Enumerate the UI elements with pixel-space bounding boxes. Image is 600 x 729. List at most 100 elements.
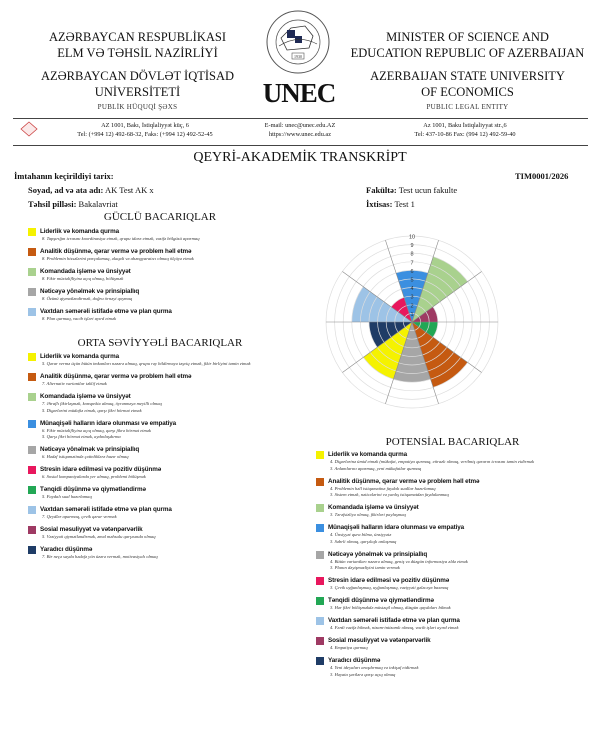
label: İmtahanın keçirildiyi tarix: [14,171,114,181]
ministry-name-az: AZƏRBAYCAN RESPUBLİKASI ELM VƏ TƏHSİL NA… [20,30,255,61]
skill-item: Analitik düşünmə, qərar vermə və problem… [28,373,318,388]
color-swatch [316,657,324,665]
tick-label: 1 [410,312,413,318]
skills-polar-chart: 1 2 3 4 5 6 7 8 9 10 [325,235,499,409]
contacts-az: AZ 1001, Bakı, İstiqlaliyyət küç, 6 Tel:… [55,121,235,139]
skill-title: Komandada işləmə və ünsiyyət [328,504,419,511]
contacts-web: E-mail: unec@unec.edu.AZ https://www.une… [240,121,360,139]
skill-title: Liderlik və komanda qurma [40,228,120,235]
email-link[interactable]: E-mail: unec@unec.edu.AZ [264,122,336,129]
university-name-en: AZERBAIJAN STATE UNIVERSITY OF ECONOMICS [345,69,590,100]
chart-sector [412,306,438,322]
skill-item: Sosial məsuliyyət və vətənpərvərlik 5. Və… [28,526,318,541]
color-swatch [28,466,36,474]
phone: Tel: (+994 12) 492-68-32, Faks: (+994 12… [77,131,213,138]
skill-description: 4. Yeni ideyaları araşdırmaq və inkişaf … [330,665,419,670]
skill-item: Vaxtdan səmərəli istifadə etmə və plan q… [28,506,318,521]
potential-skills-heading: POTENSİAL BACARIQLAR [385,436,520,448]
skill-description: 3. Səbrli olmaq, qarşılıqlı anlaşmaq [330,538,397,544]
skill-item: Liderlik və komanda qurma 4. Digərlərinə … [316,451,596,472]
skill-description: 8. Özünü qiymətləndirmək, doğru örnəyi q… [42,296,133,301]
sector-divider [385,240,413,323]
specialty: İxtisas: Test 1 [366,199,415,209]
skill-title: Stresin idarə edilməsi və pozitiv düşünm… [328,577,450,584]
document-title: QEYRİ-AKADEMİK TRANSKRİPT [193,150,407,165]
address: Az 1001, Baku İstiqlaliyyat str.,6 [423,122,507,129]
header-line: EDUCATION REPUBLIC OF AZERBAIJAN [350,45,585,60]
chart-sector [391,297,412,322]
label: Soyad, ad və ata adı: [28,185,104,195]
skill-description: 5. Digərlərini müdafiə etmək, qarşı fikr… [42,407,142,413]
chart-sector [393,322,431,383]
skill-title: Stresin idarə edilməsi və pozitiv düşünm… [40,466,162,473]
color-swatch [28,446,36,454]
divider [13,145,588,146]
skill-description: 6. Hədəf istiqamətində çətinliklərə hazı… [42,454,129,459]
header-line: OF ECONOMICS [421,84,514,99]
skill-description: 3. Planın dəyişməzliyini təmin vermək [330,565,400,570]
skill-title: Komandada işləmə və ünsiyyət [40,393,131,400]
skill-description: 4. Digərlərinə ümid etmək (mükafat, empa… [330,459,535,464]
faculty: Fakültə: Test ucun fakulte [366,185,457,195]
skill-item: Vaxtdan səmərəli istifadə etmə və plan q… [28,308,318,323]
skill-description: 8. Problemin hissələrini parçalamaq, əla… [42,256,194,261]
skill-title: Vaxtdan səmərəli istifadə etmə və plan q… [40,308,172,315]
skill-title: Nəticəyə yönəlmək və prinsipiallıq [40,446,140,453]
skill-description: 3. Anlamlarını aparmaq, yeni mükafatlar … [330,465,422,471]
skill-description: 4. Fərdi vəzifə bilmək, nizam-intizamlı … [330,625,459,630]
header-line: UNİVERSİTETİ [94,84,181,99]
skill-item: Komandada işləmə və ünsiyyət 8. Fikir müx… [28,268,318,283]
color-swatch [316,550,324,559]
skill-title: Sosial məsuliyyət və vətənpərvərlik [328,637,431,644]
skill-item: Nəticəyə yönəlmək və prinsipiallıq 4. Büt… [316,550,596,572]
color-swatch [28,288,36,296]
phone: Tel: 437-10-86 Fax: (994 12) 492-59-40 [414,131,516,138]
sector-divider [342,321,413,373]
skill-description: 6. Sosial kompaniyalarda yer almaq, prob… [42,474,146,479]
skill-item: Komandada işləmə və ünsiyyət 3. Tərəfsizl… [316,504,596,519]
skill-item: Yaradıcı düşünmə 4. Yeni ideyaları araşdı… [316,657,596,678]
skill-item: Nəticəyə yönəlmək və prinsipiallıq 8. Özü… [28,288,318,303]
color-swatch [316,637,324,645]
skill-title: Analitik düşünmə, qərar vermə və problem… [40,248,192,255]
value: Bakalavriat [78,199,118,209]
sector-divider [411,271,482,323]
skill-title: Tənqidi düşünmə və qiymətləndirmə [40,486,146,493]
skill-description: 8. Tapşırığın icrasını koordinasiya etmə… [42,236,200,241]
strong-skills-list: Liderlik və komanda qurma 8. Tapşırığın i… [28,228,318,328]
tick-label: 9 [410,243,413,249]
color-swatch [28,506,36,514]
ministry-name-en: MINISTER OF SCIENCE AND EDUCATION REPUBL… [345,30,590,61]
svg-text:1930: 1930 [294,54,302,59]
potential-skills-list: Liderlik və komanda qurma 4. Digərlərinə … [316,451,596,684]
skill-description: 3. Çevik uyğunlaşmaq, uyğunlaşmaq, vəziy… [330,585,449,590]
skill-description: 7. Bir neçə sayda hədəfə yön üzərə vermə… [42,554,158,559]
skill-title: Analitik düşünmə, qərar vermə və problem… [40,373,192,380]
tick-label: 10 [409,235,415,241]
label: Təhsil pilləsi: [28,199,77,209]
chart-sector [412,322,438,338]
skill-title: Sosial məsuliyyət və vətənpərvərlik [40,526,143,533]
sector-divider [342,271,413,323]
education-level: Təhsil pilləsi: Bakalavriat [28,199,118,209]
skill-item: Yaradıcı düşünmə 7. Bir neçə sayda hədəfə… [28,546,318,561]
header-line: ELM VƏ TƏHSİL NAZİRLİYİ [57,45,218,60]
skill-description: 3. Hər fikri bölüşməkdə müstəqil olmaq, … [330,605,451,610]
color-swatch [28,546,36,554]
exam-date: İmtahanın keçirildiyi tarix: [14,171,114,181]
color-swatch [28,228,36,236]
skill-item: Analitik düşünmə, qərar vermə və problem… [28,248,318,263]
value: Test 1 [394,199,415,209]
skill-description: 3. Sistem etmək, nəticələrini və yanlış … [330,492,449,497]
website-link[interactable]: https://www.unec.edu.az [268,131,332,138]
color-swatch [28,373,36,381]
skill-title: Vaxtdan səmərəli istifadə etmə və plan q… [328,617,460,624]
color-swatch [28,486,36,494]
skill-description: 3. Həyata şərtlərə qarşı açıq olmaq [330,671,396,677]
legal-entity-az: PUBLİK HÜQUQİ ŞƏXS [97,103,178,111]
tick-label: 7 [410,260,413,266]
skill-title: Nəticəyə yönəlmək və prinsipiallıq [40,288,140,295]
skill-title: Tənqidi düşünmə və qiymətləndirmə [328,597,434,604]
skill-item: Münaqişəli halların idarə olunması və em… [316,524,596,545]
emblem-diamond-icon [20,121,38,137]
